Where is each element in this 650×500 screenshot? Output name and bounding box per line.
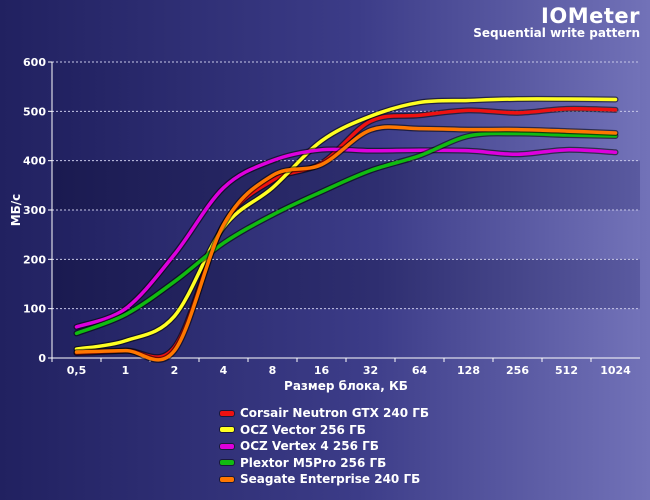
y-axis-label: МБ/с	[9, 194, 23, 227]
y-tick-label: 400	[23, 155, 46, 168]
y-tick-label: 100	[23, 303, 46, 316]
x-tick-label: 8	[269, 364, 277, 377]
series-line	[74, 131, 618, 336]
grid-band	[52, 160, 640, 210]
legend: Corsair Neutron GTX 240 ГБ OCZ Vector 25…	[220, 405, 429, 488]
x-tick-label: 4	[220, 364, 228, 377]
x-tick-label: 64	[412, 364, 428, 377]
chart-subtitle: Sequential write pattern	[473, 26, 640, 40]
legend-swatch	[220, 443, 234, 449]
legend-swatch	[220, 460, 234, 465]
legend-label: Seagate Enterprise 240 ГБ	[240, 472, 421, 486]
y-tick-label: 200	[23, 253, 46, 266]
x-tick-label: 32	[363, 364, 378, 377]
legend-item: Seagate Enterprise 240 ГБ	[220, 471, 429, 487]
legend-item: OCZ Vertex 4 256 ГБ	[220, 438, 429, 454]
legend-label: Corsair Neutron GTX 240 ГБ	[240, 406, 430, 420]
x-tick-label: 1	[122, 364, 130, 377]
x-tick-label: 512	[555, 364, 578, 377]
series-line	[74, 147, 618, 329]
x-tick-label: 2	[171, 364, 179, 377]
legend-swatch	[220, 410, 234, 416]
legend-label: Plextor M5Pro 256 ГБ	[240, 455, 387, 470]
chart-title-block: IOMeter Sequential write pattern	[473, 4, 640, 40]
legend-label: OCZ Vertex 4 256 ГБ	[240, 439, 379, 453]
x-tick-label: 1024	[600, 364, 631, 377]
legend-item: Corsair Neutron GTX 240 ГБ	[220, 405, 429, 421]
legend-item: OCZ Vector 256 ГБ	[220, 422, 429, 438]
legend-item: Plextor M5Pro 256 ГБ	[220, 455, 429, 471]
legend-swatch	[220, 476, 234, 482]
grid-band	[52, 259, 640, 309]
series-4	[73, 123, 619, 363]
legend-label: OCZ Vector 256 ГБ	[240, 422, 366, 437]
y-tick-label: 500	[23, 105, 46, 118]
x-tick-label: 16	[314, 364, 330, 377]
series-3	[73, 130, 619, 337]
chart-title: IOMeter	[541, 4, 640, 28]
x-tick-label: 256	[506, 364, 529, 377]
legend-swatch	[220, 427, 234, 432]
series-2	[73, 146, 619, 330]
y-tick-label: 600	[23, 56, 46, 69]
y-tick-label: 300	[23, 204, 46, 217]
x-tick-label: 0,5	[67, 364, 87, 377]
x-tick-label: 128	[457, 364, 480, 377]
x-axis-label: Размер блока, КБ	[284, 379, 408, 393]
y-tick-label: 0	[38, 352, 46, 365]
